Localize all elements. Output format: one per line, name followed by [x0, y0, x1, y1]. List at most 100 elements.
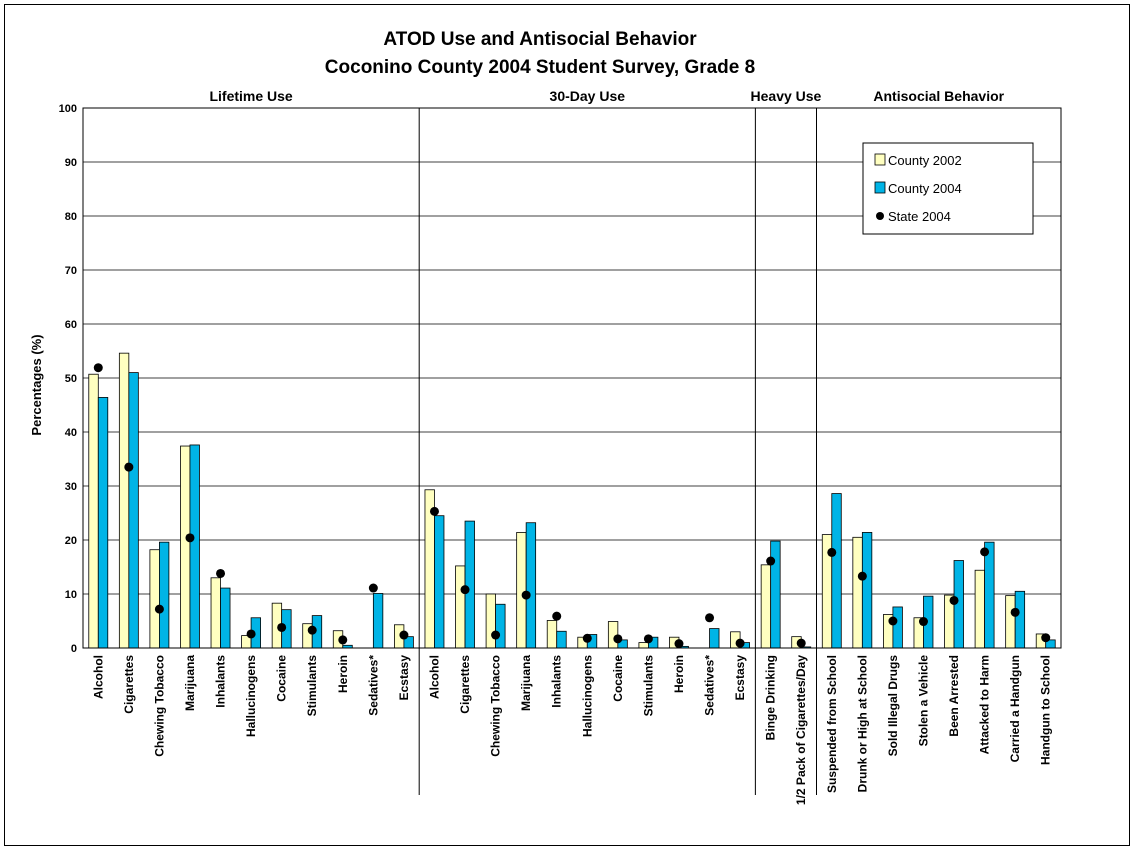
point-state-2004	[797, 639, 806, 648]
bar-county-2002	[975, 570, 985, 648]
bar-county-2002	[486, 594, 496, 648]
point-state-2004	[919, 617, 928, 626]
point-state-2004	[827, 548, 836, 557]
point-state-2004	[613, 634, 622, 643]
bar-county-2004	[496, 604, 506, 648]
bar-county-2002	[853, 537, 863, 648]
point-state-2004	[583, 634, 592, 643]
bar-county-2002	[119, 353, 129, 648]
bar-county-2002	[89, 374, 99, 648]
point-state-2004	[491, 631, 500, 640]
bar-county-2004	[159, 542, 169, 648]
point-state-2004	[185, 533, 194, 542]
point-state-2004	[552, 612, 561, 621]
x-tick-label: Suspended from School	[825, 655, 839, 793]
chart-svg: ATOD Use and Antisocial Behavior Coconin…	[5, 5, 1131, 847]
point-state-2004	[124, 463, 133, 472]
bar-county-2004	[373, 593, 383, 648]
x-tick-label: Marijuana	[519, 655, 533, 711]
x-tick-label: Drunk or High at School	[855, 655, 869, 792]
x-tick-label: Alcohol	[91, 655, 105, 699]
x-tick-label: Cocaine	[275, 655, 289, 702]
bar-county-2004	[985, 542, 995, 648]
section-header: Lifetime Use	[209, 88, 292, 104]
x-tick-label: Heroin	[336, 655, 350, 693]
y-tick-label: 100	[59, 103, 77, 115]
bar-county-2002	[517, 532, 527, 648]
bar-county-2004	[557, 631, 567, 648]
point-state-2004	[644, 634, 653, 643]
point-state-2004	[338, 635, 347, 644]
point-state-2004	[522, 591, 531, 600]
y-tick-label: 90	[65, 157, 77, 169]
point-state-2004	[430, 507, 439, 516]
x-tick-label: Sedatives*	[703, 655, 717, 716]
point-state-2004	[247, 629, 256, 638]
bars	[89, 353, 1055, 648]
y-tick-label: 30	[65, 481, 77, 493]
x-tick-label: Ecstasy	[397, 655, 411, 701]
bar-county-2002	[456, 566, 466, 648]
y-tick-label: 70	[65, 265, 77, 277]
section-header: Antisocial Behavior	[873, 88, 1004, 104]
point-state-2004	[308, 626, 317, 635]
x-tick-label: Handgun to School	[1039, 655, 1053, 765]
x-tick-label: Ecstasy	[733, 655, 747, 701]
point-state-2004	[461, 585, 470, 594]
point-state-2004	[980, 547, 989, 556]
y-axis-label: Percentages (%)	[29, 334, 44, 435]
x-tick-label: Stimulants	[641, 655, 655, 717]
point-state-2004	[858, 572, 867, 581]
bar-county-2004	[98, 397, 108, 648]
point-state-2004	[888, 617, 897, 626]
point-state-2004	[94, 363, 103, 372]
point-state-2004	[705, 613, 714, 622]
point-state-2004	[674, 639, 683, 648]
bar-county-2004	[1015, 591, 1025, 648]
bar-county-2002	[180, 446, 190, 648]
point-state-2004	[155, 605, 164, 614]
y-tick-label: 80	[65, 211, 77, 223]
bar-county-2004	[526, 523, 536, 648]
legend: County 2002 County 2004 State 2004	[863, 143, 1033, 234]
chart-subtitle: Coconino County 2004 Student Survey, Gra…	[325, 57, 755, 78]
bar-county-2002	[1006, 596, 1016, 648]
x-tick-label: Binge Drinking	[764, 655, 778, 740]
y-tick-label: 0	[71, 643, 77, 655]
x-tick-label: Chewing Tobacco	[489, 655, 503, 757]
point-state-2004	[766, 557, 775, 566]
x-tick-label: Marijuana	[183, 655, 197, 711]
legend-marker-state-2004	[876, 212, 884, 220]
x-tick-label: Been Arrested	[947, 655, 961, 737]
x-tick-label: Inhalants	[214, 655, 228, 708]
point-state-2004	[1041, 633, 1050, 642]
x-tick-label: Inhalants	[550, 655, 564, 708]
bar-county-2004	[434, 516, 444, 648]
bar-county-2004	[832, 494, 842, 648]
point-state-2004	[216, 569, 225, 578]
point-state-2004	[277, 623, 286, 632]
bar-county-2004	[221, 588, 231, 648]
point-state-2004	[369, 584, 378, 593]
section-header: 30-Day Use	[550, 88, 626, 104]
bar-county-2004	[129, 373, 139, 648]
point-state-2004	[1011, 608, 1020, 617]
legend-label-state-2004: State 2004	[888, 209, 951, 224]
bar-county-2004	[190, 445, 200, 648]
y-tick-label: 40	[65, 427, 77, 439]
x-tick-label: Heroin	[672, 655, 686, 693]
x-tick-label: Cigarettes	[122, 655, 136, 714]
legend-swatch-county-2002	[875, 154, 885, 165]
bar-county-2004	[862, 532, 872, 648]
x-tick-label: Carried a Handgun	[1008, 655, 1022, 762]
bar-county-2004	[893, 607, 903, 648]
bar-county-2002	[547, 620, 557, 648]
y-tick-label: 10	[65, 589, 77, 601]
x-tick-label: Stimulants	[305, 655, 319, 717]
x-tick-label: Hallucinogens	[580, 655, 594, 737]
bar-county-2002	[150, 550, 160, 648]
y-tick-label: 60	[65, 319, 77, 331]
x-tick-label: Cigarettes	[458, 655, 472, 714]
state-points	[94, 363, 1050, 648]
point-state-2004	[736, 639, 745, 648]
